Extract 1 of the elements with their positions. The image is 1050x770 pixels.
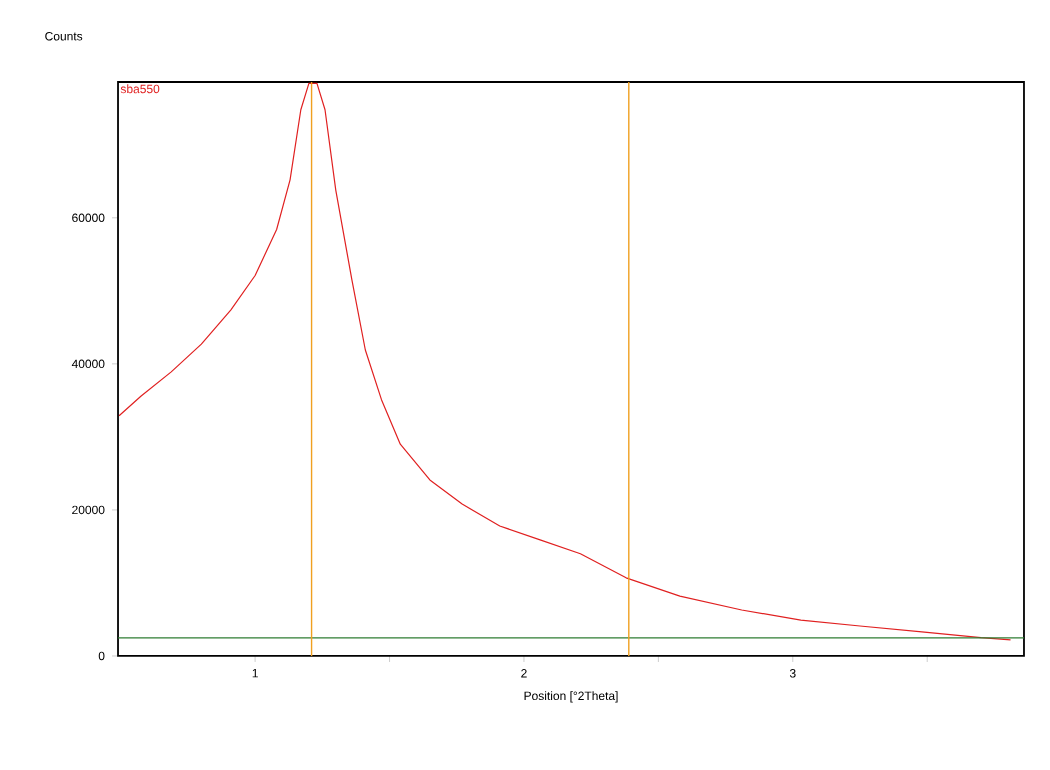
line-series [118,82,1012,641]
